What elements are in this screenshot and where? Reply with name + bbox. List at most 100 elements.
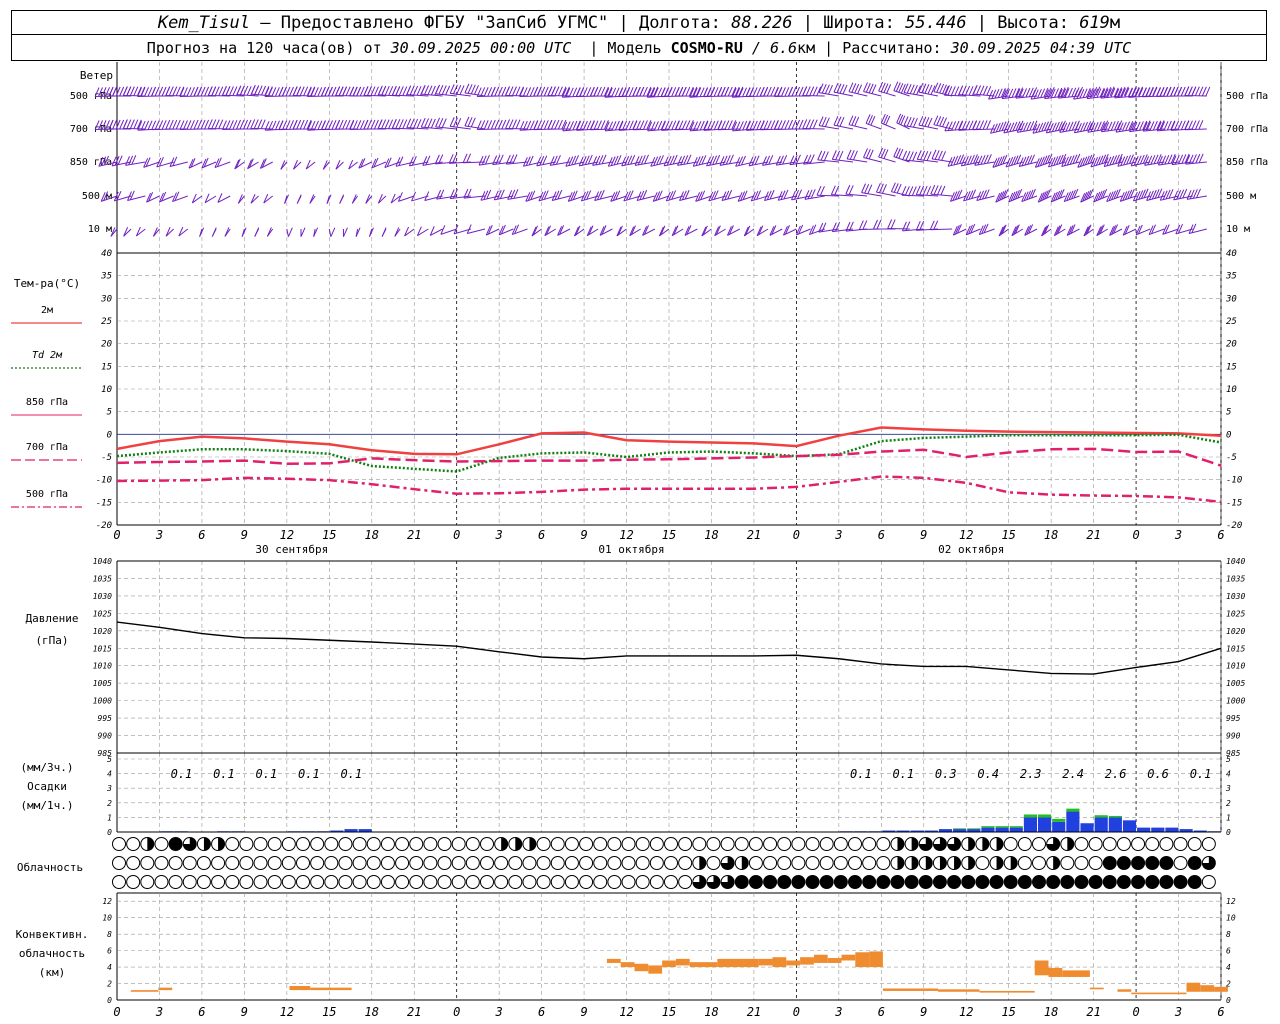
cloud-cover-circle — [918, 837, 933, 851]
cloud-cover-circle — [182, 875, 197, 889]
cloud-cover-circle — [409, 837, 424, 851]
wind-barb — [1086, 86, 1115, 100]
conv-cloud-bar — [772, 957, 787, 968]
cloud-cover-circle — [635, 856, 650, 870]
wind-barb — [547, 86, 570, 97]
cloud-cover-circle — [550, 856, 565, 870]
wind-barb — [406, 118, 429, 130]
calc-label: Рассчитано: — [842, 39, 942, 57]
wind-barb — [1066, 224, 1080, 236]
cloud-cover-circle — [352, 856, 367, 870]
wind-barb — [371, 157, 387, 169]
conv-cloud-bar — [1034, 960, 1049, 976]
wind-barb — [636, 189, 655, 202]
pressure-tick-right: 1025 — [1226, 609, 1245, 618]
wind-barb — [878, 81, 896, 97]
pressure-tick-left: 1005 — [93, 679, 112, 688]
temp-x-tick: 0 — [113, 528, 120, 542]
wind-barb — [661, 120, 684, 131]
wind-barb — [632, 86, 659, 97]
wind-barb — [845, 184, 868, 197]
wind-barb — [404, 226, 415, 237]
cloud-cover-circle — [1088, 837, 1103, 851]
cloud-cover-circle — [352, 837, 367, 851]
wind-barb — [763, 189, 783, 202]
cloud-cover-circle — [862, 856, 877, 870]
wind-barb — [880, 113, 896, 130]
wind-barb — [1087, 120, 1109, 133]
temp-series-td2m — [116, 433, 1222, 473]
precip-bar — [896, 830, 910, 832]
conv-x-tick: 15 — [322, 1005, 336, 1019]
wind-barb — [933, 82, 953, 97]
wind-barb — [342, 227, 348, 237]
wind-barb — [865, 114, 882, 130]
forecast-label: Прогноз на 120 часа(ов) от — [146, 39, 382, 57]
cloud-cover-circle — [296, 856, 310, 870]
wind-barb — [143, 157, 160, 168]
cloud-cover-circle — [550, 875, 565, 889]
cloud-cover-circle — [409, 875, 424, 889]
cloud-cover-circle — [833, 875, 848, 889]
wind-barb — [1059, 120, 1080, 133]
station-name: Kem_Tisul — [157, 13, 250, 33]
wind-barb — [748, 155, 769, 167]
precip-tick-right: 4 — [1226, 770, 1231, 779]
cloud-cover-circle — [791, 875, 806, 889]
wind-barb — [896, 113, 910, 130]
conv-cloud-bar — [717, 958, 759, 968]
wind-barb — [1057, 86, 1083, 99]
conv-cloud-bar — [158, 987, 173, 991]
cloud-cover-circle — [1131, 856, 1146, 870]
wind-barb — [803, 154, 825, 165]
wind-barb — [717, 120, 740, 131]
wind-barb — [1005, 154, 1023, 168]
cloud-cover-circle — [522, 875, 537, 889]
wind-barb — [623, 190, 641, 202]
pressure-tick-right: 990 — [1226, 732, 1241, 741]
longitude-value: 88.226 — [731, 13, 793, 33]
wind-barb — [818, 222, 839, 233]
wind-barb — [671, 225, 684, 237]
wind-barb — [263, 193, 274, 204]
temp-tick-left: 5 — [107, 408, 112, 418]
temp-tick-left: 15 — [101, 362, 112, 372]
cloud-cover-circle — [380, 837, 395, 851]
wind-barb — [642, 225, 656, 236]
conv-x-tick: 9 — [241, 1005, 248, 1019]
cloud-cover-circle — [366, 875, 381, 889]
wind-barb — [988, 87, 1010, 100]
wind-barb — [1080, 189, 1094, 203]
conv-x-tick: 15 — [662, 1005, 676, 1019]
wind-barb — [127, 190, 146, 202]
wind-barb — [178, 226, 189, 237]
cloud-cover-circle — [848, 837, 862, 851]
cloud-cover-circle — [947, 837, 962, 851]
wind-barb — [976, 189, 995, 202]
wind-barb — [363, 119, 386, 130]
cloud-cover-circle — [890, 837, 905, 851]
cloud-cover-circle — [1159, 856, 1174, 870]
wind-barb — [1148, 224, 1165, 236]
wind-barb — [377, 194, 387, 204]
wind-barb — [348, 159, 358, 170]
wind-barb — [848, 115, 868, 130]
pressure-tick-left: 1010 — [93, 662, 112, 671]
conv-x-tick: 3 — [834, 1005, 842, 1019]
pressure-tick-right: 995 — [1226, 714, 1241, 723]
temp-x-tick: 6 — [538, 528, 545, 542]
wind-barb — [211, 227, 217, 237]
cloud-cover-circle — [225, 837, 240, 851]
cloud-cover-circle — [366, 837, 381, 851]
wind-barb — [586, 225, 599, 237]
wind-barb — [498, 224, 514, 236]
cloud-cover-circle — [692, 856, 707, 870]
cloud-cover-circle — [395, 837, 410, 851]
wind-barb — [695, 190, 712, 202]
wind-barb — [199, 227, 205, 237]
wind-barb — [658, 225, 670, 237]
cloud-cover-circle — [310, 856, 325, 870]
cloud-cover-circle — [168, 837, 183, 851]
cloud-cover-circle — [748, 837, 763, 851]
wind-barb — [978, 223, 995, 236]
